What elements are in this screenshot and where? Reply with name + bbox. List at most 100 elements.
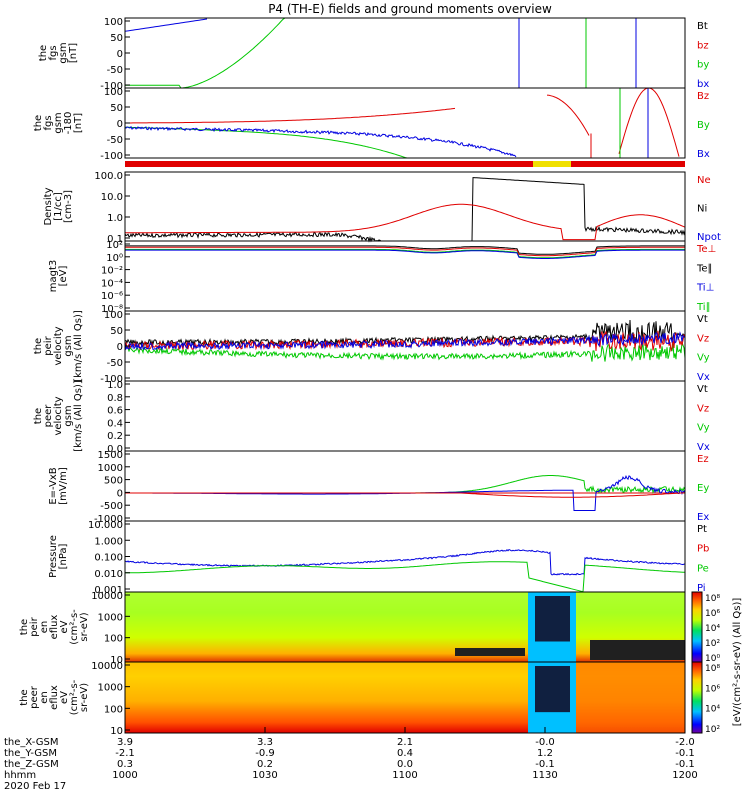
y-tick-label: 0	[117, 119, 123, 130]
legend-pi: Pi	[697, 583, 706, 594]
y-tick-label: 100	[104, 17, 123, 28]
legend-te⊥: Te⊥	[696, 244, 716, 255]
y-tick-label: 0	[117, 342, 123, 353]
y-tick-label: 10⁻⁶	[101, 291, 123, 302]
panel-frame	[124, 520, 686, 593]
time-row-value: -0.1	[675, 748, 695, 759]
panel-velocity_peir: 100 50 0 -50 -100 the peir velocity gsm [km/s (Al…	[33, 310, 710, 385]
y-axis-label: the fgs gsm -180 [nT]	[33, 112, 84, 135]
time-row-value: 3.3	[257, 737, 273, 748]
trace-by	[125, 17, 287, 89]
y-tick-label: -100	[100, 81, 123, 92]
y-axis-label-line: peir	[29, 616, 40, 636]
legend-bt: Bt	[697, 21, 708, 32]
y-axis-label-line: E=-VxB	[48, 467, 59, 504]
legend-pe: Pe	[697, 563, 709, 574]
panel-frame	[124, 380, 686, 452]
time-row-value: 1000	[112, 770, 137, 781]
y-tick-label: 50	[110, 326, 123, 337]
panel-peer_eflux: 10⁸ 10⁶ 10⁴ 10² 10000 1000 100 10 the peer en eflux…	[19, 661, 720, 737]
y-tick-label: 0	[117, 49, 123, 60]
time-axis: the_X-GSM 3.9 3.3 2.1 -0.0 -2.0 the_Y-GSM -2.1 -…	[4, 598, 743, 792]
y-axis-label-line: [1/cc]	[53, 192, 64, 221]
legend-vz: Vz	[697, 333, 709, 344]
panel-data-fgs_lp	[124, 87, 680, 159]
y-axis-label-line: gsm	[53, 112, 64, 133]
panel-data-peer_eflux	[125, 662, 685, 733]
trace-te-perp	[125, 246, 685, 257]
y-axis-label-line: (cm²-s-	[69, 609, 80, 645]
legend-by: By	[697, 120, 710, 131]
time-row-value: 1030	[252, 770, 277, 781]
y-axis-label-line: en	[39, 621, 50, 634]
y-axis-label-line: peer	[43, 404, 54, 428]
y-axis-label-line: [cm-3]	[63, 190, 74, 223]
plot-title: P4 (TH-E) fields and ground moments over…	[268, 2, 552, 16]
legend-vy: Vy	[697, 353, 710, 364]
y-tick-label: 0.100	[94, 553, 123, 564]
y-tick-label: -1000	[94, 514, 123, 525]
panel-frame	[124, 17, 686, 89]
y-axis-label-line: the	[19, 619, 30, 635]
y-axis-label-line: [eV]	[58, 266, 69, 287]
time-row-label: the_X-GSM	[4, 737, 58, 748]
y-tick-label: 10	[110, 726, 123, 737]
trace-bz	[125, 107, 456, 124]
y-axis-label-line: eflux	[49, 685, 60, 710]
y-axis-label-line: gsm	[58, 42, 69, 63]
legend-vt: Vt	[697, 314, 708, 325]
trace-vx	[124, 331, 686, 351]
colorbar-label-text: [eV/(cm²-s-sr-eV) (All Qs)]	[732, 598, 743, 727]
colorbar-tick-label: 10⁶	[705, 609, 720, 619]
colorbar-tick-label: 10⁸	[705, 664, 720, 674]
y-tick-label: -50	[107, 135, 123, 146]
y-tick-label: 10⁻²	[101, 266, 123, 277]
colorbar-tick-label: 10⁶	[705, 684, 720, 694]
trace-bz	[618, 87, 680, 157]
y-axis-label-line: fgs	[48, 45, 59, 60]
y-axis-label-line: the	[19, 689, 30, 705]
y-tick-label: 0.1	[107, 234, 123, 245]
y-axis-label-line: the	[33, 115, 44, 131]
y-axis-label-line: velocity	[53, 326, 64, 365]
time-row-value: 1200	[672, 770, 697, 781]
y-axis-label: the peir velocity gsm [km/s (All Qs)]	[33, 310, 84, 382]
y-tick-label: -100	[100, 374, 123, 385]
y-tick-label: 50	[110, 103, 123, 114]
panel-fgs: 100 50 0 -50 -100 the fgs gsm [nT] Bt bz by bx	[38, 17, 709, 92]
y-tick-label: 100	[104, 704, 123, 715]
panel-peir_eflux: 10⁸ 10⁶ 10⁴ 10² 10⁰ 10000 1000 100 10 the peir en ef…	[19, 591, 720, 666]
time-row-value: 1130	[532, 770, 557, 781]
y-axis-label-line: [nT]	[68, 43, 79, 63]
colorbar-tick-label: 10⁰	[705, 654, 720, 664]
trace-vy	[124, 342, 686, 362]
trace-ti-par	[125, 248, 685, 259]
y-tick-label: -100	[100, 151, 123, 162]
y-axis-label-line: the	[33, 408, 44, 424]
colorbar-tick-label: 10⁸	[705, 594, 720, 604]
colorbar	[691, 591, 703, 663]
y-tick-label: 1.0	[107, 213, 123, 224]
y-axis-label: Pressure [nPa]	[48, 535, 69, 578]
panel-frame	[124, 87, 686, 159]
y-axis-label-line: [nPa]	[58, 543, 69, 569]
y-tick-label: 10	[110, 655, 123, 666]
trace-bz	[546, 94, 590, 136]
trace-te-par	[125, 245, 685, 255]
y-tick-label: 1000	[98, 612, 123, 623]
y-tick-label: 10000	[91, 661, 123, 672]
y-axis-label-line: gsm	[63, 405, 74, 426]
time-row-label: hhmm	[4, 770, 36, 781]
y-axis-label-line: velocity	[53, 396, 64, 435]
legend-bx: Bx	[697, 149, 710, 160]
trace-ez	[125, 492, 686, 498]
time-row-label: the_Z-GSM	[4, 759, 59, 770]
y-tick-label: 0.001	[94, 585, 123, 596]
time-row-value: 0.4	[397, 748, 413, 759]
mode-bar	[125, 161, 685, 167]
legend-by: by	[697, 60, 709, 71]
y-axis-label: the peer en eflux eV (cm²-s-sr-eV)	[19, 679, 90, 715]
y-tick-label: -50	[107, 65, 123, 76]
legend-bz: Bz	[697, 91, 709, 102]
mode-bar-slow	[125, 161, 685, 167]
